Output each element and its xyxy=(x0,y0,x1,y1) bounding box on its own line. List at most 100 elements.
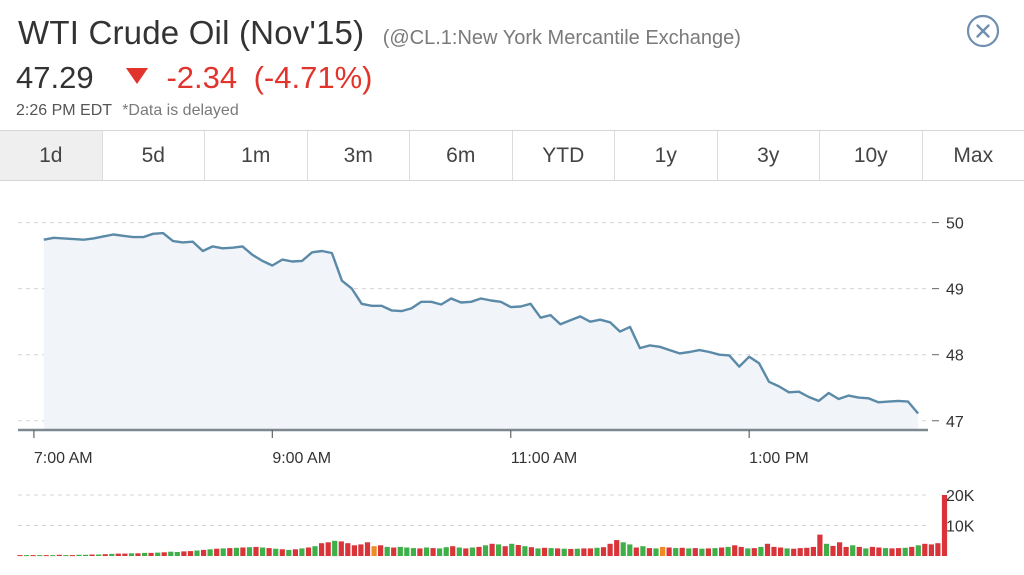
volume-bar xyxy=(660,546,666,556)
volume-bar xyxy=(155,552,161,556)
tab-10y[interactable]: 10y xyxy=(820,131,923,180)
exchange-label: (@CL.1:New York Mercantile Exchange) xyxy=(382,27,741,49)
volume-bar xyxy=(699,548,705,556)
volume-bar xyxy=(430,548,436,556)
volume-bar xyxy=(96,554,102,556)
volume-bar xyxy=(574,548,580,556)
volume-bar xyxy=(882,548,889,556)
volume-bar xyxy=(142,552,148,556)
volume-bar xyxy=(496,544,502,556)
price-y-tick-label: 49 xyxy=(946,282,964,299)
time-tick-label: 9:00 AM xyxy=(272,450,331,467)
volume-bar xyxy=(627,544,633,556)
tab-max[interactable]: Max xyxy=(953,143,994,167)
tab-1y[interactable]: 1y xyxy=(615,131,718,180)
tab-6m[interactable]: 6m xyxy=(410,131,513,180)
volume-bar xyxy=(935,543,941,556)
volume-bar xyxy=(771,546,777,556)
volume-bar xyxy=(928,544,934,556)
volume-bar xyxy=(673,548,679,556)
volume-bar xyxy=(614,540,620,556)
volume-bar xyxy=(135,553,141,556)
volume-bar xyxy=(56,554,62,556)
volume-bar xyxy=(646,548,652,556)
volume-bar xyxy=(797,548,803,556)
volume-bar xyxy=(725,546,731,556)
volume-bar xyxy=(633,547,639,556)
price-change: -2.34 xyxy=(166,60,238,95)
volume-bar xyxy=(896,548,902,556)
volume-bar xyxy=(751,548,757,556)
volume-bar xyxy=(128,553,135,556)
volume-bar xyxy=(941,495,948,556)
volume-bar xyxy=(319,543,325,556)
volume-bar xyxy=(351,545,357,556)
time-tick-label: 7:00 AM xyxy=(34,450,93,467)
volume-bar xyxy=(607,543,613,556)
volume-bar xyxy=(102,554,108,556)
volume-bar xyxy=(902,547,908,556)
volume-bar xyxy=(76,554,82,556)
volume-bar xyxy=(784,548,790,556)
volume-bar xyxy=(17,555,23,557)
volume-axis: 20K 10K xyxy=(946,488,975,536)
volume-bar xyxy=(587,548,593,556)
volume-bar xyxy=(148,552,154,556)
tab-1d[interactable]: 1d xyxy=(0,131,103,180)
volume-bar xyxy=(555,548,561,556)
price-line xyxy=(43,231,920,415)
volume-bar xyxy=(705,548,711,556)
volume-bar xyxy=(450,546,456,556)
volume-bar xyxy=(207,549,213,556)
volume-gridlines xyxy=(18,494,928,526)
volume-bar xyxy=(397,546,403,556)
volume-bar xyxy=(312,546,318,556)
volume-bar xyxy=(286,549,292,556)
volume-bar xyxy=(581,548,587,556)
volume-bar xyxy=(69,555,75,557)
price-y-tick-label: 47 xyxy=(946,414,964,431)
volume-bar xyxy=(43,555,49,557)
volume-bar xyxy=(273,548,279,556)
close-button[interactable] xyxy=(966,14,1000,48)
volume-bar xyxy=(476,546,482,556)
volume-bar xyxy=(856,546,862,556)
volume-bar xyxy=(187,551,194,556)
price-area xyxy=(43,231,920,430)
price-volume-chart: 47 48 49 50 7:00 AM 9:00 AM 11:00 AM 1:00 PM 20… xyxy=(17,216,975,557)
volume-bar xyxy=(168,551,174,556)
volume-bar xyxy=(489,543,495,556)
volume-bar xyxy=(378,545,384,556)
volume-bar xyxy=(568,549,574,556)
volume-bar xyxy=(522,546,528,556)
volume-bar xyxy=(181,551,187,556)
price-y-tick-label: 50 xyxy=(946,216,964,233)
volume-bar xyxy=(679,547,685,556)
volume-bar xyxy=(535,548,541,556)
tab-3y[interactable]: 3y xyxy=(718,131,820,180)
volume-bar xyxy=(889,548,895,556)
volume-bar xyxy=(83,554,89,556)
volume-bar xyxy=(712,548,718,556)
tab-ytd[interactable]: YTD xyxy=(513,131,615,180)
tab-5d[interactable]: 5d xyxy=(103,131,205,180)
volume-bar xyxy=(371,546,377,556)
volume-bar xyxy=(384,546,390,556)
volume-bar xyxy=(364,542,371,556)
volume-bars xyxy=(17,495,948,557)
volume-bar xyxy=(50,555,56,557)
volume-bar xyxy=(227,548,233,556)
volume-bar xyxy=(220,548,226,556)
volume-bar xyxy=(541,547,548,556)
volume-bar xyxy=(463,548,469,556)
tab-1m[interactable]: 1m xyxy=(205,131,308,180)
volume-bar xyxy=(804,547,810,556)
volume-bar xyxy=(325,542,331,556)
volume-bar xyxy=(122,553,128,556)
title-row: WTI Crude Oil (Nov'15) (@CL.1:New York M… xyxy=(18,14,741,52)
quote-time: 2:26 PM EDT xyxy=(16,102,112,119)
tab-3m[interactable]: 3m xyxy=(308,131,410,180)
instrument-title: WTI Crude Oil (Nov'15) xyxy=(18,14,365,51)
volume-bar xyxy=(817,534,823,556)
volume-bar xyxy=(292,549,298,556)
